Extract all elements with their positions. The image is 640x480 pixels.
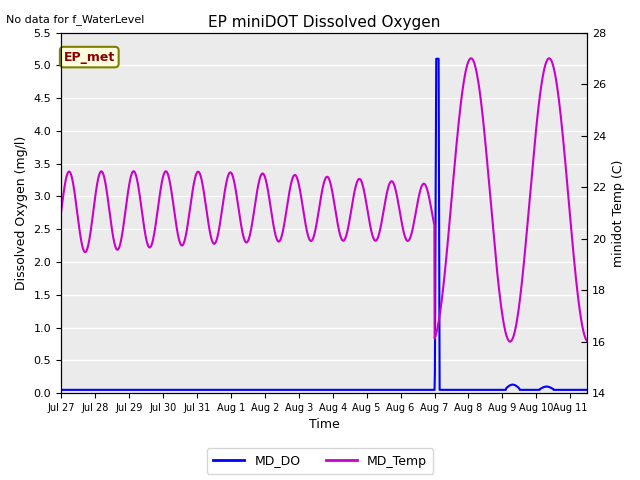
MD_DO [433, 56, 440, 61]
MD_DO [142, 387, 150, 393]
Text: EP_met: EP_met [63, 50, 115, 63]
MD_DO [306, 387, 314, 393]
MD_Temp [506, 339, 514, 345]
Text: No data for f_WaterLevel: No data for f_WaterLevel [6, 14, 145, 25]
MD_DO [573, 387, 580, 393]
Legend: MD_DO, MD_Temp: MD_DO, MD_Temp [207, 448, 433, 474]
Line: MD_DO: MD_DO [61, 59, 588, 390]
MD_DO [584, 387, 591, 393]
MD_Temp [472, 64, 479, 70]
MD_DO [499, 387, 506, 393]
MD_Temp [584, 338, 591, 344]
Y-axis label: minidot Temp (C): minidot Temp (C) [612, 159, 625, 266]
MD_Temp [84, 244, 92, 250]
MD_DO [310, 387, 317, 393]
MD_Temp [313, 219, 321, 225]
Line: MD_Temp: MD_Temp [61, 58, 588, 342]
MD_Temp [545, 55, 553, 61]
MD_Temp [568, 238, 576, 244]
MD_Temp [299, 205, 307, 211]
MD_Temp [569, 241, 577, 247]
MD_Temp [57, 210, 65, 216]
Title: EP miniDOT Dissolved Oxygen: EP miniDOT Dissolved Oxygen [208, 15, 440, 30]
MD_DO [57, 387, 65, 393]
MD_DO [349, 387, 356, 393]
Y-axis label: Dissolved Oxygen (mg/l): Dissolved Oxygen (mg/l) [15, 136, 28, 290]
X-axis label: Time: Time [309, 419, 340, 432]
